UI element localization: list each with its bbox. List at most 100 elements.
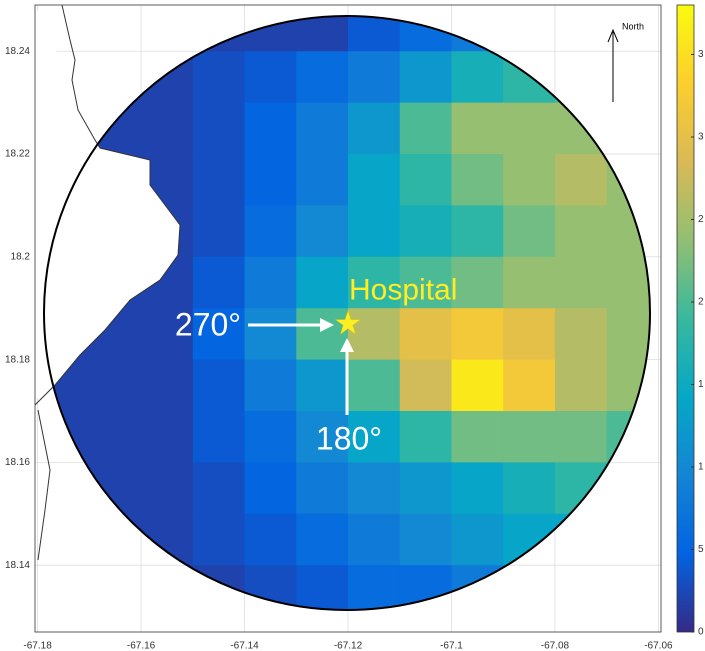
heat-cell: [554, 205, 608, 258]
heat-cell: [348, 565, 401, 610]
annotation: 270°: [175, 306, 241, 342]
heat-cell: [192, 411, 246, 463]
heat-cell: [348, 256, 401, 309]
heat-cell: [503, 102, 556, 155]
heat-cell: [89, 462, 142, 515]
heat-cell: [451, 51, 504, 104]
heat-cell: [89, 359, 142, 412]
heat-cell: [399, 205, 452, 258]
y-tick-label: 18.24: [5, 46, 30, 57]
heat-cell: [503, 462, 556, 515]
heat-cell: [348, 411, 401, 463]
colorbar: 0 5 1 1 2 2 3 3: [676, 4, 704, 638]
heat-cell: [503, 359, 556, 412]
heat-cell: [554, 308, 608, 361]
heat-cell: [192, 308, 246, 361]
heat-cell: [606, 411, 650, 463]
heat-cell: [451, 513, 504, 566]
heat-cell: [399, 308, 452, 361]
x-tick-label: -67.1: [440, 641, 463, 651]
heat-cell: [296, 51, 349, 104]
heat-cell: [89, 513, 142, 566]
heat-cell: [192, 513, 246, 566]
heat-cell: [606, 462, 650, 515]
north-label: North: [622, 21, 644, 31]
heat-cell: [348, 51, 401, 104]
heat-cell: [348, 308, 401, 361]
heat-cell: [554, 462, 608, 515]
heat-cell: [192, 256, 246, 309]
heat-cell: [451, 256, 504, 309]
heat-cell: [554, 16, 608, 52]
heat-cell: [44, 565, 90, 610]
heat-cell: [348, 154, 401, 206]
x-tick-label: -67.16: [127, 641, 156, 651]
heat-cell: [399, 154, 452, 206]
colorbar-tick-label: 3: [698, 49, 704, 60]
heat-cell: [244, 102, 297, 155]
heat-cell: [296, 411, 349, 463]
heat-cell: [503, 154, 556, 206]
heat-cell: [451, 205, 504, 258]
hospital-label: Hospital: [349, 274, 457, 307]
heat-cell: [141, 51, 194, 104]
heat-cell: [606, 102, 650, 155]
heat-cell: [244, 513, 297, 566]
colorbar-tick-label: 2: [698, 297, 704, 308]
heat-cell: [503, 411, 556, 463]
heat-cell: [554, 256, 608, 309]
heat-cell: [296, 256, 349, 309]
heat-cell: [141, 462, 194, 515]
heat-cell: [296, 205, 349, 258]
heat-cell: [503, 565, 556, 610]
heat-cell: [554, 565, 608, 610]
heat-cell: [244, 308, 297, 361]
heat-cell: [141, 411, 194, 463]
heat-cell: [244, 154, 297, 206]
heat-cell: [399, 411, 452, 463]
x-tick-label: -67.08: [541, 641, 570, 651]
heat-cell: [89, 565, 142, 610]
heat-cell: [554, 359, 608, 412]
heat-cell: [244, 565, 297, 610]
heat-cell: [399, 102, 452, 155]
heat-cell: [296, 513, 349, 566]
heat-cell: [296, 154, 349, 206]
colorbar-tick-label: 1: [698, 379, 704, 390]
heat-cell: [244, 205, 297, 258]
heat-cell: [44, 513, 90, 566]
x-tick-label: -67.06: [644, 641, 673, 651]
colorbar-fill: [676, 4, 695, 633]
heat-cell: [348, 205, 401, 258]
heat-cell: [296, 102, 349, 155]
heat-cell: [606, 256, 650, 309]
heat-cell: [89, 411, 142, 463]
heat-cell: [503, 513, 556, 566]
heat-cell: [192, 205, 246, 258]
y-tick-label: 18.22: [5, 149, 30, 160]
heat-cell: [192, 359, 246, 412]
heat-cell: [399, 565, 452, 610]
heat-cell: [348, 513, 401, 566]
heat-cell: [399, 513, 452, 566]
plot-frame: [34, 4, 662, 633]
x-tick-label: -67.12: [334, 641, 363, 651]
coastline: [35, 5, 181, 561]
heat-cell: [296, 565, 349, 610]
colorbar-tick-label: 1: [698, 462, 704, 473]
heat-cell: [141, 102, 194, 155]
heat-cell: [141, 513, 194, 566]
heat-cell: [606, 154, 650, 206]
heat-cell: [503, 308, 556, 361]
heat-cell: [606, 308, 650, 361]
heat-cell: [503, 51, 556, 104]
x-tick-label: -67.14: [230, 641, 259, 651]
heat-cell: [141, 308, 194, 361]
arrow-head: [340, 338, 354, 352]
heat-cell: [503, 16, 556, 52]
heat-cell: [296, 16, 349, 52]
heat-cell: [296, 308, 349, 361]
heat-cell: [244, 462, 297, 515]
heat-cell: [348, 359, 401, 412]
